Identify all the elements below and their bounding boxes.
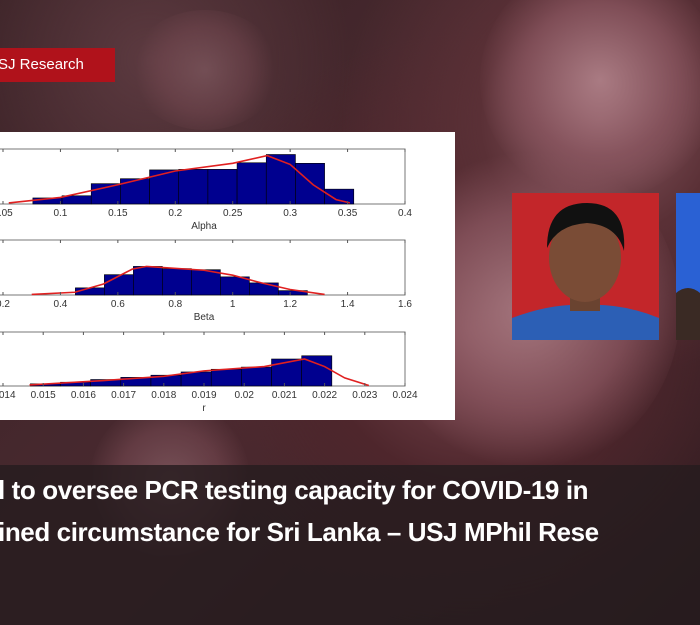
fit-curve [31,265,325,296]
histogram-bar [301,355,333,387]
histogram-charts: 0.05 0.1 0.15 0.2 0.25 0.3 0.35 0.4 Alpha 0.2 0.4 0… [0,148,418,414]
histogram-bar [104,274,134,296]
x-axis-label: Beta [194,312,215,323]
x-tick-label: 1 [230,299,236,310]
x-tick-label: 0.4 [53,299,67,310]
x-tick-label: 0.015 [31,390,56,401]
x-tick-label: 1.2 [283,299,297,310]
fit-curve [29,358,370,387]
x-tick-label: 0.016 [71,390,96,401]
x-tick-label: 0.15 [108,208,128,219]
histogram-bar [149,169,180,205]
x-tick-label: 1.4 [341,299,355,310]
x-tick-label: 0.6 [111,299,125,310]
headline-line-1: l to oversee PCR testing capacity for CO… [0,475,589,505]
headline-banner: l to oversee PCR testing capacity for CO… [0,465,700,625]
researcher-photo [676,193,700,340]
histogram-bar [178,169,209,205]
x-tick-label: 0.019 [191,390,216,401]
virus-illustration [130,10,280,130]
x-tick-label: 0.25 [223,208,243,219]
histogram-bar [295,162,325,205]
x-tick-label: 0.022 [312,390,337,401]
histogram-bar [249,282,279,296]
x-tick-label: 0.1 [53,208,67,219]
x-tick-label: 0.8 [168,299,182,310]
x-tick-label: 1.6 [398,299,412,310]
x-tick-label: 0.4 [398,208,412,219]
histogram-bar [236,162,267,205]
x-axis-label: r [202,403,206,414]
x-axis-label: Alpha [191,221,217,232]
x-tick-label: 0.014 [0,390,16,401]
x-tick-label: 0.017 [111,390,136,401]
histogram-panel: 0.05 0.1 0.15 0.2 0.25 0.3 0.35 0.4 Alpha 0.2 0.4 0… [0,132,455,420]
x-tick-label: 0.3 [283,208,297,219]
histogram-bar [210,368,242,387]
x-tick-label: 0.018 [151,390,176,401]
x-tick-label: 0.05 [0,208,13,219]
histogram-bar [162,268,192,296]
histogram-bar [133,266,163,296]
category-badge[interactable]: SJ Research [0,48,115,82]
x-tick-label: 0.02 [234,390,254,401]
x-tick-label: 0.2 [168,208,182,219]
histogram-bar [191,269,221,296]
headline-line-2: ined circumstance for Sri Lanka – USJ MP… [0,517,599,547]
x-tick-label: 0.35 [338,208,358,219]
histogram-bar [220,276,250,296]
histogram-bar [241,366,272,387]
histogram-bar [265,154,296,205]
histogram-bar [61,195,92,205]
x-tick-label: 0.021 [272,390,297,401]
fit-curve [8,154,351,204]
histogram-bar [324,188,355,205]
person-portrait-icon [676,193,700,340]
histogram-bar [207,169,238,205]
x-tick-label: 0.2 [0,299,10,310]
researcher-photo [512,193,659,340]
x-tick-label: 0.024 [392,390,417,401]
person-portrait-icon [512,193,659,340]
x-tick-label: 0.023 [352,390,377,401]
